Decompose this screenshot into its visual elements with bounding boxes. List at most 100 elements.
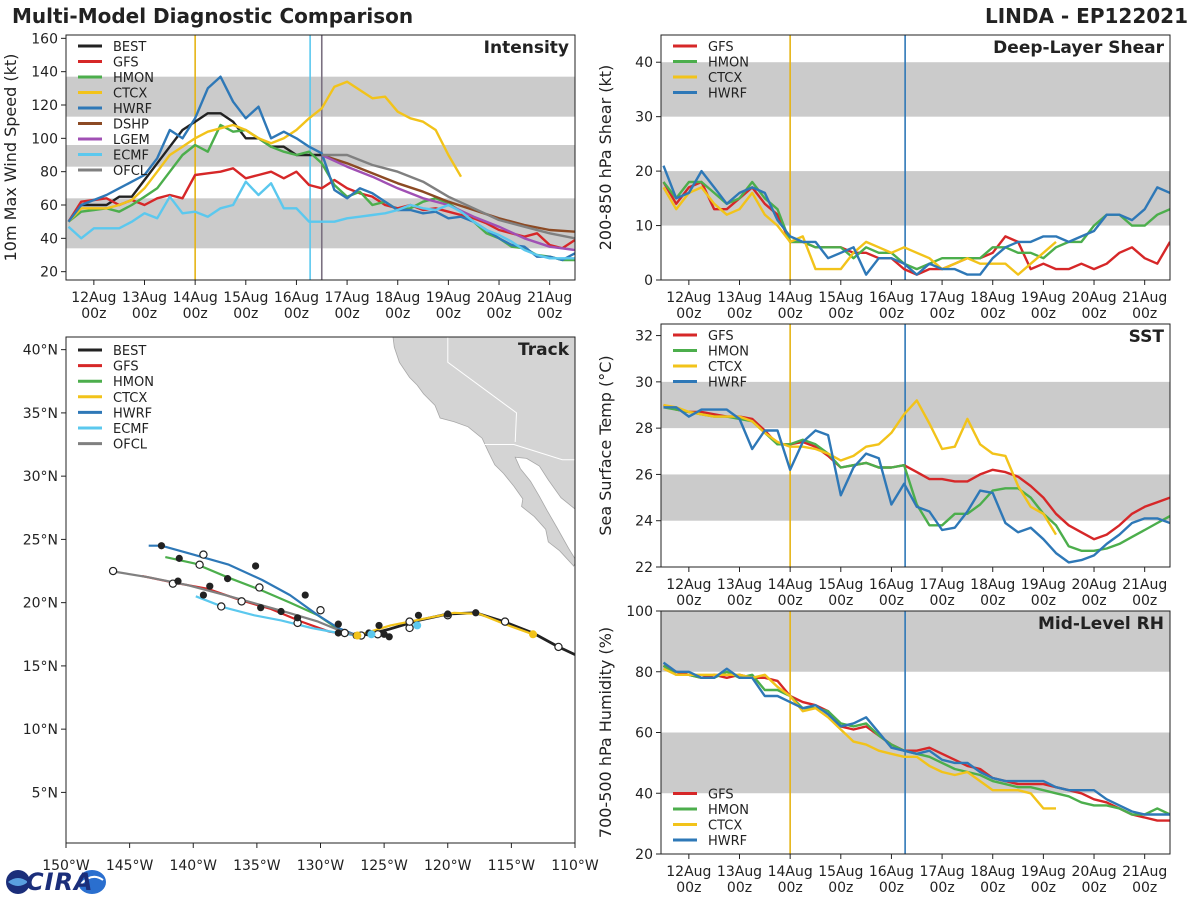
shear-xtick-label-date: 14Aug (768, 290, 813, 306)
shear-band-0 (661, 171, 1170, 226)
sst-xtick-label-hour: 00z (828, 593, 853, 609)
sst-xtick-label-hour: 00z (1081, 593, 1106, 609)
intensity-ytick-label: 100 (31, 131, 58, 147)
track-legend-label-best: BEST (113, 344, 146, 359)
track-series-ecmf (195, 595, 358, 637)
shear-ytick-label: 20 (635, 164, 653, 180)
intensity-ytick-label: 20 (40, 265, 58, 281)
track-xtick-label: 135°W (233, 858, 281, 874)
shear-legend-label-gfs: GFS (708, 40, 734, 55)
track-legend-label-hmon: HMON (113, 375, 154, 390)
track-marker-filled (444, 610, 452, 618)
track-legend-label-hwrf: HWRF (113, 406, 152, 421)
sst-title: SST (1129, 327, 1165, 347)
intensity-xtick-label-date: 16Aug (274, 290, 319, 306)
rh-panel: 2040608010012Aug00z13Aug00z14Aug00z15Aug… (596, 604, 1171, 896)
intensity-xtick-label-hour: 00z (486, 306, 511, 322)
track-legend-label-ofcl: OFCL (113, 438, 148, 453)
rh-xtick-label-date: 13Aug (717, 864, 762, 880)
track-marker-open (237, 597, 246, 606)
shear-series-hmon (662, 180, 1170, 271)
track-marker-ecmf (413, 621, 422, 630)
sst-legend-label-gfs: GFS (708, 329, 734, 344)
shear-legend-label-ctcx: CTCX (708, 71, 742, 86)
rh-xtick-label-date: 15Aug (818, 864, 863, 880)
track-panel: 5°N 10°N 15°N 20°N 25°N 30°N 35°N 40°N 150°W 145°… (23, 336, 599, 874)
rh-xtick-label-date: 21Aug (1122, 864, 1167, 880)
track-marker-filled (414, 611, 423, 619)
shear-xtick-label-date: 15Aug (818, 290, 863, 306)
shear-xtick-label-date: 20Aug (1071, 290, 1116, 306)
sst-ytick-label: 22 (635, 560, 653, 576)
intensity-legend-label-ctcx: CTCX (113, 87, 147, 102)
sst-xtick-label-hour: 00z (879, 593, 904, 609)
shear-ytick-label: 30 (635, 110, 653, 126)
track-xtick-label: 130°W (297, 858, 345, 874)
rh-ytick-label: 60 (635, 726, 653, 742)
intensity-series-ctcx (67, 80, 463, 223)
rh-series-ctcx (662, 667, 1056, 810)
track-marker-filled (257, 604, 265, 612)
intensity-xtick-label-date: 21Aug (527, 290, 572, 306)
intensity-xtick-label-date: 12Aug (71, 290, 116, 306)
rh-legend-label-hwrf: HWRF (708, 834, 747, 849)
sst-legend-label-hwrf: HWRF (708, 376, 747, 391)
sst-series-hwrf (663, 406, 1170, 564)
track-xtick-label: 150°W (42, 858, 90, 874)
logo-text: CIRA (26, 868, 94, 896)
track-marker-open (108, 566, 118, 576)
rh-xtick-label-hour: 00z (1031, 880, 1056, 896)
intensity-legend-label-ecmf: ECMF (113, 149, 149, 164)
intensity-frame (65, 34, 576, 281)
sst-xtick-label-hour: 00z (930, 593, 955, 609)
sst-ytick-label: 30 (635, 375, 653, 391)
track-ytick-label: 40°N (23, 343, 58, 359)
track-ytick-label: 5°N (32, 785, 58, 801)
track-series-hmon (165, 556, 358, 637)
sst-xtick-label-hour: 00z (778, 593, 803, 609)
intensity-ytick-label: 40 (40, 231, 58, 247)
intensity-ytick-label: 140 (31, 65, 58, 81)
intensity-xtick-label-date: 19Aug (426, 290, 471, 306)
rh-xtick-label-hour: 00z (676, 880, 701, 896)
intensity-legend-label-lgem: LGEM (113, 133, 150, 148)
sst-ytick-label: 26 (635, 467, 653, 483)
intensity-title: Intensity (484, 38, 569, 58)
sst-xtick-label-hour: 00z (1132, 593, 1157, 609)
storm-id: LINDA - EP122021 (984, 4, 1188, 28)
track-marker-open (316, 606, 325, 615)
track-marker-filled (334, 629, 342, 637)
track-marker-open (340, 628, 349, 638)
track-marker-filled (301, 591, 309, 599)
cira-globe-icon (6, 870, 106, 894)
sst-xtick-label-date: 12Aug (666, 577, 711, 593)
track-marker-filled (157, 542, 166, 550)
track-legend-label-ecmf: ECMF (113, 422, 149, 437)
sst-legend-label-ctcx: CTCX (708, 360, 742, 375)
track-xtick-label: 140°W (169, 858, 217, 874)
rh-ylabel: 700-500 hPa Humidity (%) (596, 627, 615, 838)
rh-band-1 (661, 611, 1170, 672)
shear-xtick-label-hour: 00z (828, 306, 853, 322)
cira-logo: CIRA (4, 866, 108, 898)
sst-xtick-label-date: 19Aug (1021, 577, 1066, 593)
intensity-series-ecmf (67, 180, 575, 260)
track-xtick-label: 115°W (488, 858, 536, 874)
intensity-xtick-label-date: 15Aug (223, 290, 268, 306)
shear-xtick-label-hour: 00z (1031, 306, 1056, 322)
shear-legend-label-hwrf: HWRF (708, 87, 747, 102)
sst-xtick-label-date: 13Aug (717, 577, 762, 593)
rh-xtick-label-hour: 00z (879, 880, 904, 896)
track-series-ofcl (110, 569, 358, 637)
intensity-xtick-label-hour: 00z (537, 306, 562, 322)
figure-title: Multi-Model Diagnostic Comparison (12, 4, 414, 28)
rh-xtick-label-hour: 00z (980, 880, 1005, 896)
rh-xtick-label-date: 18Aug (970, 864, 1015, 880)
track-marker-filled (174, 577, 182, 585)
intensity-legend-label-hmon: HMON (113, 71, 154, 86)
intensity-xtick-label-hour: 00z (284, 306, 309, 322)
sst-xtick-label-hour: 00z (980, 593, 1005, 609)
intensity-xtick-label-hour: 00z (385, 306, 410, 322)
intensity-ytick-label: 120 (31, 98, 58, 114)
shear-title: Deep-Layer Shear (993, 38, 1164, 58)
